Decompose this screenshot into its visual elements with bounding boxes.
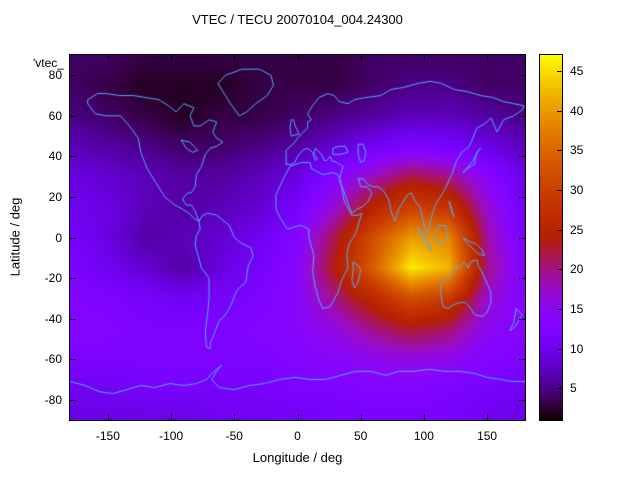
y-tick-mark (519, 278, 525, 280)
y-tick-mark (70, 318, 76, 320)
x-tick-label: 150 (477, 429, 498, 443)
heatmap-canvas (70, 55, 525, 420)
y-tick-label: 80 (48, 68, 62, 83)
colorbar-tick-mark (557, 388, 562, 390)
y-tick-mark (519, 75, 525, 77)
y-tick-mark (70, 196, 76, 198)
x-tick-mark (360, 414, 362, 420)
x-tick-mark (171, 55, 173, 61)
colorbar-tick-mark (557, 70, 562, 72)
y-tick-mark (70, 75, 76, 77)
x-tick-mark (487, 414, 489, 420)
colorbar-tick-mark (557, 229, 562, 231)
x-tick-mark (487, 55, 489, 61)
x-tick-mark (360, 55, 362, 61)
x-tick-label: 50 (354, 429, 368, 443)
colorbar-tick-label: 40 (570, 103, 584, 118)
colorbar-tick-mark (557, 150, 562, 152)
x-tick-mark (107, 414, 109, 420)
y-axis-label: Latitude / deg (7, 197, 23, 277)
x-tick-mark (423, 55, 425, 61)
x-tick-label: 100 (413, 429, 434, 443)
colorbar-tick-label: 20 (570, 262, 584, 277)
y-tick-mark (519, 359, 525, 361)
colorbar-tick-mark (557, 308, 562, 310)
colorbar-tick-label: 15 (570, 301, 584, 316)
colorbar-tick-label: 35 (570, 143, 584, 158)
y-tick-label: 40 (48, 149, 62, 164)
x-tick-label: -50 (225, 429, 243, 443)
chart-title: VTEC / TECU 20070104_004.24300 (192, 12, 403, 27)
x-tick-label: -150 (95, 429, 120, 443)
y-tick-mark (519, 318, 525, 320)
colorbar-tick-label: 45 (570, 63, 584, 78)
colorbar-tick-mark (557, 189, 562, 191)
y-tick-label: -20 (44, 271, 62, 286)
x-tick-mark (423, 414, 425, 420)
y-tick-mark (519, 237, 525, 239)
colorbar-tick-label: 10 (570, 341, 584, 356)
x-tick-mark (234, 414, 236, 420)
y-tick-mark (70, 399, 76, 401)
x-tick-mark (107, 55, 109, 61)
colorbar-tick-label: 30 (570, 182, 584, 197)
colorbar-tick-mark (557, 269, 562, 271)
colorbar-tick-mark (557, 348, 562, 350)
colorbar-tick-label: 5 (570, 381, 577, 396)
x-axis-label: Longitude / deg (252, 450, 343, 465)
y-tick-mark (70, 278, 76, 280)
y-tick-mark (519, 115, 525, 117)
colorbar-canvas (540, 55, 562, 420)
y-tick-mark (70, 237, 76, 239)
y-tick-label: -80 (44, 392, 62, 407)
x-tick-mark (297, 55, 299, 61)
x-tick-mark (297, 414, 299, 420)
y-tick-mark (70, 359, 76, 361)
y-tick-label: 0 (55, 230, 62, 245)
y-tick-label: -40 (44, 311, 62, 326)
y-tick-mark (519, 399, 525, 401)
colorbar (539, 54, 563, 421)
y-tick-label: -60 (44, 352, 62, 367)
y-tick-label: 20 (48, 189, 62, 204)
y-tick-mark (519, 196, 525, 198)
x-tick-mark (171, 414, 173, 420)
y-tick-mark (519, 156, 525, 158)
colorbar-tick-label: 25 (570, 222, 584, 237)
y-tick-mark (70, 156, 76, 158)
colorbar-tick-mark (557, 110, 562, 112)
x-tick-label: 0 (294, 429, 301, 443)
plot-area (69, 54, 526, 421)
y-tick-label: 60 (48, 108, 62, 123)
x-tick-label: -100 (159, 429, 184, 443)
y-tick-mark (70, 115, 76, 117)
x-tick-mark (234, 55, 236, 61)
key-label: 'vtec_ (33, 56, 64, 70)
